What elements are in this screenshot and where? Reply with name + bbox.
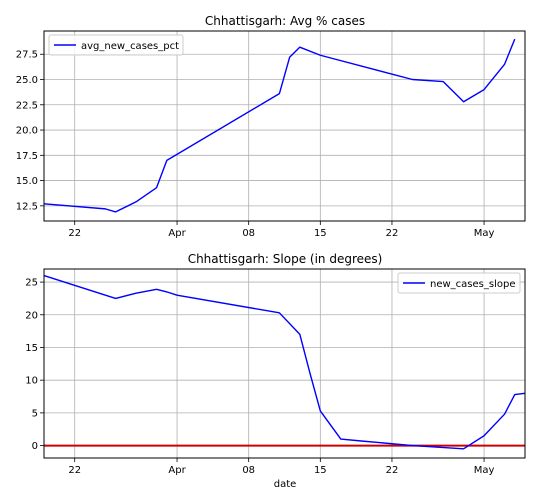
plot-frame <box>43 268 526 459</box>
x-tick-label: 22 <box>386 465 399 476</box>
legend: avg_new_cases_pct <box>48 34 184 56</box>
y-tick-label: 27.5 <box>16 50 38 61</box>
y-tick-label: 15 <box>25 343 38 354</box>
series <box>43 38 516 213</box>
chart-panel-slope: Chhattisgarh: Slope (in degrees) 22 Apr 08… <box>25 252 526 490</box>
x-tick-label: May <box>474 465 495 476</box>
series <box>43 274 526 450</box>
legend: new_cases_slope <box>397 272 521 294</box>
y-ticks: 12.5 15.0 17.5 20.0 22.5 25.0 27.5 <box>16 50 44 212</box>
y-tick-label: 0 <box>32 441 38 452</box>
x-tick-label: 22 <box>386 228 399 239</box>
x-tick-label: 08 <box>242 228 255 239</box>
grid <box>44 269 525 458</box>
series-line-new-cases-slope <box>43 274 526 450</box>
x-tick-label: 22 <box>68 228 81 239</box>
x-tick-label: Apr <box>168 228 186 239</box>
x-tick-label: 15 <box>314 228 327 239</box>
x-ticks: 22 Apr 08 15 22 May <box>68 458 494 476</box>
y-tick-label: 25.0 <box>16 75 38 86</box>
plot-frame <box>43 30 526 222</box>
x-tick-label: Apr <box>168 465 186 476</box>
chart-title: Chhattisgarh: Slope (in degrees) <box>188 252 383 266</box>
y-tick-label: 10 <box>25 376 38 387</box>
y-tick-label: 20 <box>25 310 38 321</box>
x-tick-label: May <box>474 228 495 239</box>
chart-title: Chhattisgarh: Avg % cases <box>205 14 365 28</box>
y-tick-label: 25 <box>25 278 38 289</box>
chart-panel-avg-cases: Chhattisgarh: Avg % cases 22 Apr 08 15 22 May… <box>16 14 526 239</box>
y-tick-label: 22.5 <box>16 100 38 111</box>
grid <box>44 31 525 221</box>
legend-label: avg_new_cases_pct <box>81 41 179 52</box>
legend-box <box>397 272 521 294</box>
legend-box <box>48 34 184 56</box>
y-tick-label: 20.0 <box>16 126 38 137</box>
y-tick-label: 5 <box>32 408 38 419</box>
x-tick-label: 22 <box>68 465 81 476</box>
y-tick-label: 12.5 <box>16 201 38 212</box>
x-axis-label: date <box>274 479 297 490</box>
legend-label: new_cases_slope <box>430 279 515 290</box>
x-tick-label: 08 <box>242 465 255 476</box>
series-line-avg-new-cases-pct <box>43 38 516 213</box>
x-ticks: 22 Apr 08 15 22 May <box>68 221 494 239</box>
y-ticks: 0 5 10 15 20 25 <box>25 278 44 452</box>
y-tick-label: 17.5 <box>16 151 38 162</box>
x-tick-label: 15 <box>314 465 327 476</box>
y-tick-label: 15.0 <box>16 176 38 187</box>
